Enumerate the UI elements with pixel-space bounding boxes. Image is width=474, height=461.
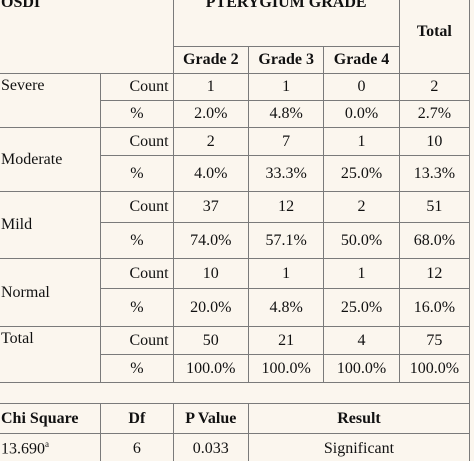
percent-label: % (100, 354, 174, 383)
pterygium-grade-header: PTERYGIUM GRADE (172, 0, 400, 47)
table-cell: 2 (172, 127, 249, 156)
percent-label: % (100, 288, 174, 327)
table-cell: 75 (398, 326, 471, 355)
table-cell: 33.3% (247, 155, 325, 192)
table-cell: 68.0% (398, 222, 471, 259)
table-cell: 57.1% (247, 222, 325, 259)
table-row: % 100.0% 100.0% 100.0% 100.0% (0, 354, 471, 383)
table-cell: 16.0% (398, 288, 471, 327)
p-value: 0.033 (172, 433, 249, 461)
result-header: Result (247, 403, 471, 434)
table-cell: 2.7% (398, 100, 471, 128)
df-value: 6 (100, 433, 174, 461)
table-cell: 12 (247, 191, 325, 223)
table-cell: 4 (323, 326, 400, 355)
table-cell: 0 (323, 73, 400, 101)
table-cell: 13.3% (398, 155, 471, 192)
table-cell: 100.0% (172, 354, 249, 383)
grade-2-header: Grade 2 (172, 46, 249, 74)
percent-label: % (100, 100, 174, 128)
table-row: % 4.0% 33.3% 25.0% 13.3% (0, 155, 471, 192)
table-cell: 2 (323, 191, 400, 223)
table-cell: 25.0% (323, 155, 400, 192)
table-row: Normal Count 10 1 1 12 (0, 258, 471, 327)
severe-label: Severe (0, 73, 102, 128)
table-cell: 10 (398, 127, 471, 156)
grade-4-header: Grade 4 (323, 46, 400, 74)
table-cell: 50 (172, 326, 249, 355)
percent-label: % (100, 222, 174, 259)
table-cell: 37 (172, 191, 249, 223)
table-cell: 74.0% (172, 222, 249, 259)
count-label: Count (100, 258, 174, 289)
stats-row: 13.690a 6 0.033 Significant (0, 433, 471, 461)
table-cell: 1 (247, 73, 325, 101)
table-cell: 2.0% (172, 100, 249, 128)
table-cell: 21 (247, 326, 325, 355)
grade-3-header: Grade 3 (247, 46, 325, 74)
table-row: Moderate Count 2 7 1 10 (0, 127, 471, 192)
mild-label: Mild (0, 191, 102, 259)
table-cell: 0.0% (323, 100, 400, 128)
table-cell: 10 (172, 258, 249, 289)
total-header: Total (398, 0, 471, 74)
table-cell: 100.0% (247, 354, 325, 383)
result-value: Significant (247, 433, 471, 461)
table-cell: 20.0% (172, 288, 249, 327)
count-label: Count (100, 191, 174, 223)
table-cell: 7 (247, 127, 325, 156)
normal-label: Normal (0, 258, 102, 327)
count-label: Count (100, 326, 174, 355)
p-value-header: P Value (172, 403, 249, 434)
table-cell: 2 (398, 73, 471, 101)
table-cell: 4.0% (172, 155, 249, 192)
table-row: Mild Count 37 12 2 51 (0, 191, 471, 259)
table-cell: 1 (172, 73, 249, 101)
table-cell: 50.0% (323, 222, 400, 259)
table-row: % 2.0% 4.8% 0.0% 2.7% (0, 100, 471, 128)
table-cell: 1 (323, 127, 400, 156)
stats-header-row: Chi Square Df P Value Result (0, 403, 471, 434)
total-row-label: Total (0, 326, 102, 383)
table-cell: 51 (398, 191, 471, 223)
osdi-header: OSDI (0, 0, 174, 74)
table-row: Total Count 50 21 4 75 (0, 326, 471, 383)
table-row: % 20.0% 4.8% 25.0% 16.0% (0, 288, 471, 327)
count-label: Count (100, 73, 174, 101)
table-cell: 1 (247, 258, 325, 289)
table-cell: 100.0% (398, 354, 471, 383)
table-row: % 74.0% 57.1% 50.0% 68.0% (0, 222, 471, 259)
table-cell: 25.0% (323, 288, 400, 327)
table-cell: 1 (323, 258, 400, 289)
table-cell: 12 (398, 258, 471, 289)
chi-square-header: Chi Square (0, 403, 102, 434)
count-label: Count (100, 127, 174, 156)
table-cell: 100.0% (323, 354, 400, 383)
chi-square-value: 13.690a (0, 433, 102, 461)
table-row: Severe Count 1 1 0 2 (0, 73, 471, 128)
percent-label: % (100, 155, 174, 192)
df-header: Df (100, 403, 174, 434)
moderate-label: Moderate (0, 127, 102, 192)
table-cell: 4.8% (247, 100, 325, 128)
table-cell: 4.8% (247, 288, 325, 327)
table-gap (0, 382, 470, 404)
